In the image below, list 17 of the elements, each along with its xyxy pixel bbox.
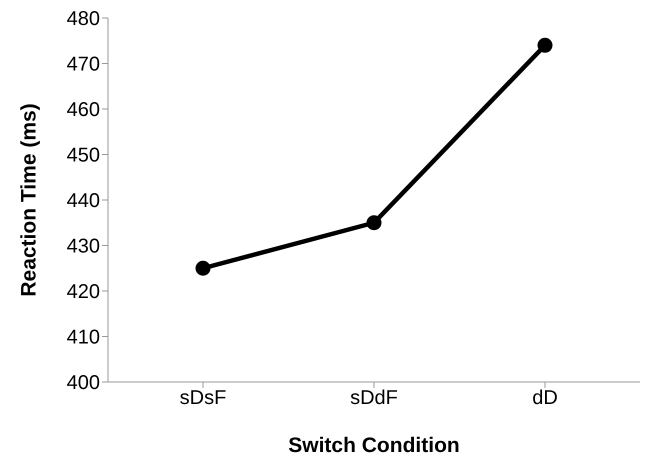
point — [196, 260, 210, 276]
y-tick-label: 410 — [66, 326, 100, 349]
y-tick-label: 400 — [66, 372, 100, 394]
point — [538, 38, 552, 53]
x-tick-label: dD — [532, 387, 558, 410]
y-tick-label: 480 — [66, 8, 100, 30]
x-axis-title: Switch Condition — [288, 434, 460, 457]
x-tick-label: sDdF — [350, 387, 398, 410]
y-tick-label: 460 — [66, 99, 100, 122]
y-axis-title: Reaction Time (ms) — [17, 103, 40, 297]
y-tick-label: 420 — [66, 281, 100, 304]
point — [366, 215, 382, 230]
x-tick-label: sDsF — [180, 387, 226, 410]
y-tick-label: 430 — [66, 236, 100, 258]
y-tick-label: 440 — [66, 190, 100, 212]
y-tick-label: 470 — [66, 54, 100, 76]
y-tick-label: 450 — [66, 144, 100, 167]
